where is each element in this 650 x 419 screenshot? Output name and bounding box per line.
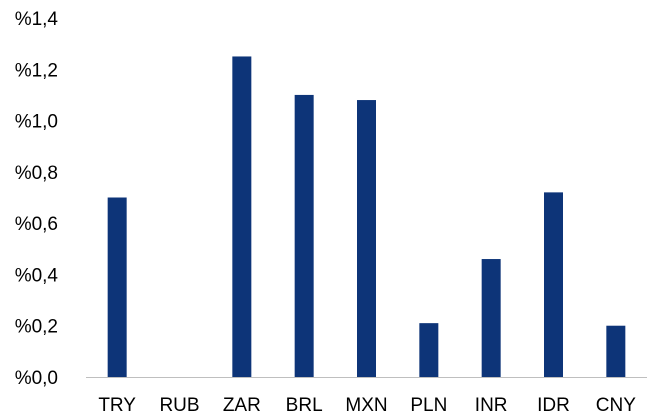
bar-series [107,56,626,378]
x-tick-label: MXN [345,395,387,416]
bar-zar [232,56,252,377]
y-tick-label: %0,2 [15,317,58,338]
x-tick-label: PLN [410,395,447,416]
x-tick-label: CNY [596,395,636,416]
bar-cny [606,325,626,377]
bar-pln [419,323,439,377]
y-tick-label: %1,4 [15,9,59,30]
y-tick-label: %1,0 [15,112,58,133]
x-tick-label: BRL [286,395,323,416]
bar-inr [481,259,501,377]
y-tick-label: %0,0 [15,368,58,389]
y-tick-label: %0,8 [15,163,58,184]
x-tick-label: IDR [537,395,570,416]
y-tick-label: %0,4 [15,265,59,286]
x-tick-label: RUB [159,395,199,416]
y-axis-ticks: %0,0 %0,2 %0,4 %0,6 %0,8 %1,0 %1,2 %1,4 [15,9,59,389]
y-tick-label: %0,6 [15,214,58,235]
x-axis-ticks: TRY RUB ZAR BRL MXN PLN INR IDR CNY [98,395,636,416]
bar-brl [294,94,314,377]
x-tick-label: TRY [98,395,136,416]
x-tick-label: ZAR [223,395,261,416]
bar-idr [544,192,563,377]
bar-try [107,197,127,377]
bar-mxn [357,100,376,378]
y-tick-label: %1,2 [15,60,58,81]
x-tick-label: INR [475,395,508,416]
